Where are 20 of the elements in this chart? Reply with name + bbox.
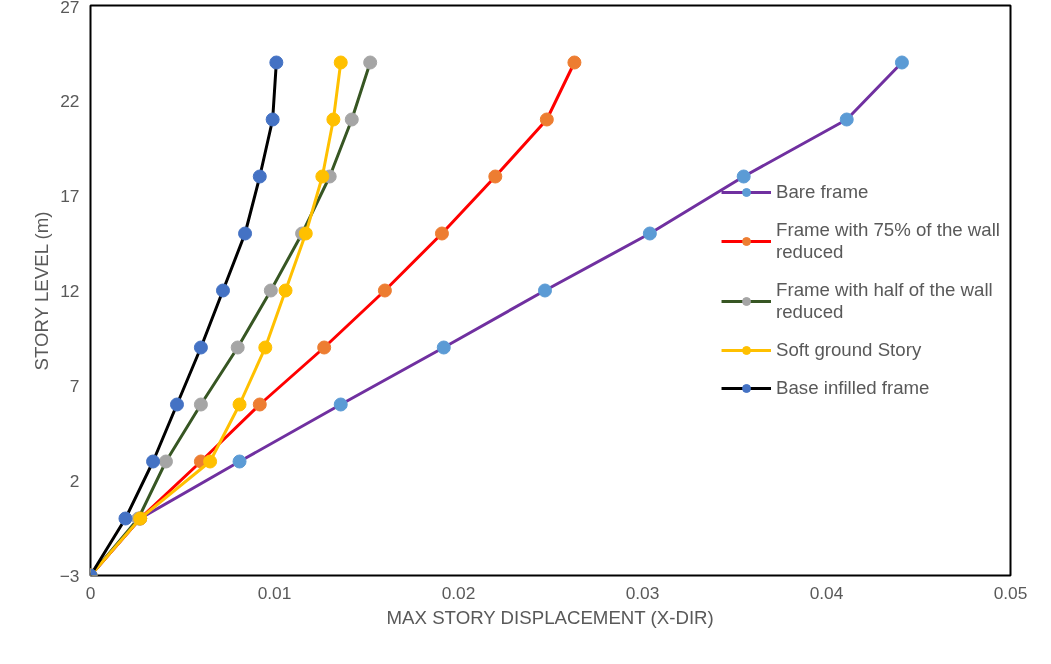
legend-label: Frame with 75% of the wall reduced — [776, 219, 1000, 263]
y-tick-label: 2 — [69, 470, 80, 491]
legend-label: Bare frame — [776, 181, 869, 203]
x-tick-label: 0.03 — [625, 582, 660, 603]
legend-label: Base infilled frame — [776, 377, 930, 399]
x-tick-label: 0 — [85, 582, 96, 603]
x-tick-label: 0.02 — [441, 582, 476, 603]
y-tick-label: −3 — [59, 565, 80, 586]
x-axis-title: MAX STORY DISPLACEMENT (X-DIR) — [386, 606, 714, 628]
y-axis-title: STORY LEVEL (m) — [30, 211, 52, 371]
legend-label: Soft ground Story — [776, 339, 922, 361]
legend-label: Frame with half of the wall reduced — [776, 279, 993, 323]
y-tick-label: 7 — [69, 375, 80, 396]
x-tick-label: 0.04 — [809, 582, 844, 603]
y-tick-label: 17 — [60, 185, 80, 206]
x-tick-label: 0.05 — [993, 582, 1028, 603]
x-tick-label: 0.01 — [257, 582, 292, 603]
y-tick-label: 27 — [60, 0, 80, 17]
y-tick-label: 22 — [60, 90, 80, 111]
y-tick-label: 12 — [60, 280, 80, 301]
